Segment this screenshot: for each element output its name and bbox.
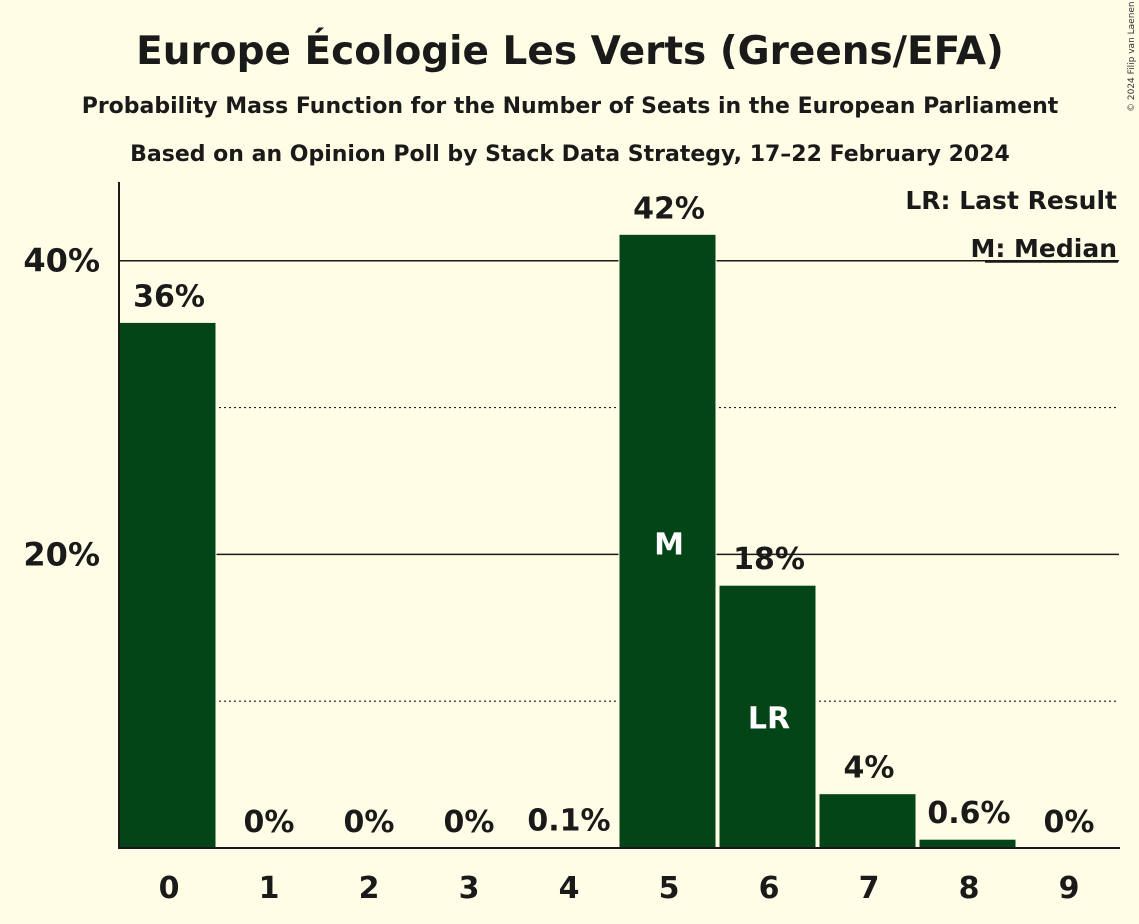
legend-last-result: LR: Last Result [905, 186, 1117, 215]
bar-value-label: 0% [1044, 805, 1095, 840]
median-marker: M [654, 527, 684, 562]
chart-title: Europe Écologie Les Verts (Greens/EFA) [136, 27, 1004, 74]
x-tick-label: 1 [259, 871, 280, 906]
legend: LR: Last Result M: Median [905, 186, 1118, 263]
bar-value-label: 4% [844, 751, 895, 786]
x-tick-label: 2 [359, 871, 380, 906]
bar-seats-7 [818, 793, 917, 849]
bar-value-label: 0% [244, 805, 295, 840]
chart-subtitle: Probability Mass Function for the Number… [82, 94, 1059, 119]
bar-value-label: 0.6% [927, 796, 1010, 831]
axes [118, 182, 1120, 849]
x-tick-label: 7 [859, 871, 880, 906]
labels: 36% 0 0% 1 0% 2 0% 3 0.1% 4 42% 5 M 18% 6 LR 4% 7 0.6% 8 0% 9 [133, 191, 1094, 906]
x-tick-label: 4 [559, 871, 580, 906]
bar-value-label: 0.1% [527, 804, 610, 839]
x-tick-label: 3 [459, 871, 480, 906]
x-tick-label: 5 [659, 871, 680, 906]
bar-value-label: 42% [633, 191, 705, 226]
bar-value-label: 0% [344, 805, 395, 840]
bar-seats-6 [718, 584, 817, 849]
bar-seats-8 [918, 838, 1017, 849]
x-tick-label: 9 [1059, 871, 1080, 906]
y-tick-label: 20% [23, 535, 100, 573]
x-tick-label: 8 [959, 871, 980, 906]
chart-source: Based on an Opinion Poll by Stack Data S… [130, 142, 1010, 167]
bar-seats-5 [618, 233, 717, 849]
legend-median: M: Median [970, 234, 1117, 263]
y-tick-label: 40% [23, 242, 100, 280]
bar-value-label: 18% [733, 542, 805, 577]
bar-value-label: 0% [444, 805, 495, 840]
bar-seats-0 [118, 321, 217, 849]
x-tick-label: 0 [159, 871, 180, 906]
bar-value-label: 36% [133, 279, 205, 314]
last-result-marker: LR [748, 701, 790, 736]
copyright: © 2024 Filip van Laenen [1127, 1, 1137, 112]
x-tick-label: 6 [759, 871, 780, 906]
